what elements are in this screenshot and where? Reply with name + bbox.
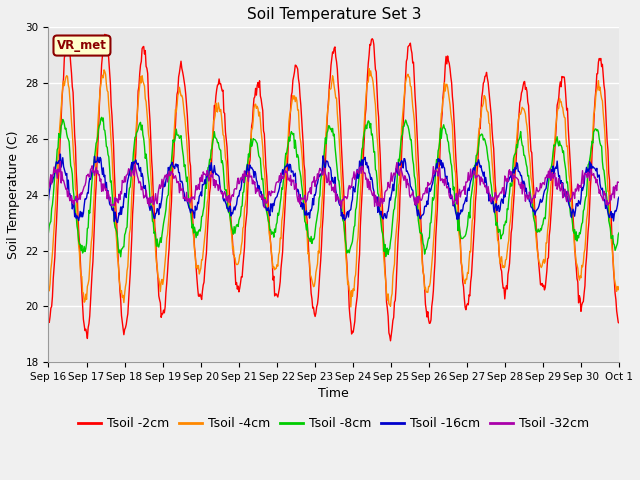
Tsoil -8cm (615, 230, 623, 236)
X-axis label: Time: Time (318, 387, 349, 400)
Tsoil -32cm (405, 181, 413, 187)
Line: Tsoil -32cm: Tsoil -32cm (49, 161, 619, 208)
Tsoil -2cm (387, 338, 394, 344)
Tsoil -32cm (115, 200, 122, 206)
Tsoil -8cm (405, 127, 413, 132)
Tsoil -32cm (337, 205, 345, 211)
Tsoil -16cm (56, 151, 64, 157)
Tsoil -16cm (55, 158, 63, 164)
Line: Tsoil -16cm: Tsoil -16cm (49, 154, 619, 223)
Tsoil -4cm (347, 304, 355, 310)
Tsoil -16cm (115, 210, 123, 216)
Tsoil -16cm (422, 204, 429, 209)
Tsoil -8cm (98, 114, 106, 120)
Tsoil -16cm (173, 164, 181, 170)
Line: Tsoil -2cm: Tsoil -2cm (49, 35, 619, 341)
Tsoil -32cm (55, 169, 63, 175)
Tsoil -32cm (615, 180, 623, 185)
Tsoil -2cm (45, 318, 52, 324)
Tsoil -8cm (55, 131, 63, 136)
Tsoil -16cm (615, 194, 623, 200)
Tsoil -8cm (115, 245, 122, 251)
Tsoil -8cm (173, 132, 181, 138)
Legend: Tsoil -2cm, Tsoil -4cm, Tsoil -8cm, Tsoil -16cm, Tsoil -32cm: Tsoil -2cm, Tsoil -4cm, Tsoil -8cm, Tsoi… (74, 412, 594, 435)
Tsoil -2cm (422, 301, 429, 307)
Tsoil -4cm (55, 148, 63, 154)
Tsoil -16cm (114, 220, 122, 226)
Tsoil -4cm (615, 284, 623, 289)
Text: VR_met: VR_met (57, 39, 107, 52)
Tsoil -16cm (45, 197, 52, 203)
Tsoil -4cm (172, 107, 179, 112)
Tsoil -4cm (365, 66, 373, 72)
Tsoil -2cm (55, 171, 63, 177)
Tsoil -32cm (202, 173, 210, 179)
Tsoil -2cm (115, 260, 122, 266)
Tsoil -32cm (422, 188, 429, 193)
Tsoil -32cm (56, 158, 64, 164)
Tsoil -2cm (172, 104, 180, 110)
Tsoil -8cm (117, 254, 125, 260)
Y-axis label: Soil Temperature (C): Soil Temperature (C) (7, 131, 20, 259)
Tsoil -4cm (45, 285, 52, 291)
Tsoil -32cm (172, 176, 180, 181)
Tsoil -2cm (101, 32, 109, 37)
Line: Tsoil -4cm: Tsoil -4cm (49, 69, 619, 307)
Tsoil -2cm (405, 43, 413, 49)
Tsoil -4cm (405, 74, 413, 80)
Tsoil -8cm (45, 229, 52, 235)
Tsoil -4cm (114, 254, 122, 260)
Tsoil -16cm (405, 172, 413, 178)
Tsoil -4cm (202, 226, 209, 231)
Tsoil -2cm (202, 251, 210, 256)
Tsoil -4cm (422, 285, 429, 290)
Line: Tsoil -8cm: Tsoil -8cm (49, 117, 619, 257)
Tsoil -2cm (615, 320, 623, 326)
Tsoil -32cm (45, 186, 52, 192)
Tsoil -16cm (204, 174, 211, 180)
Tsoil -8cm (422, 247, 429, 252)
Title: Soil Temperature Set 3: Soil Temperature Set 3 (246, 7, 421, 22)
Tsoil -8cm (204, 176, 211, 181)
